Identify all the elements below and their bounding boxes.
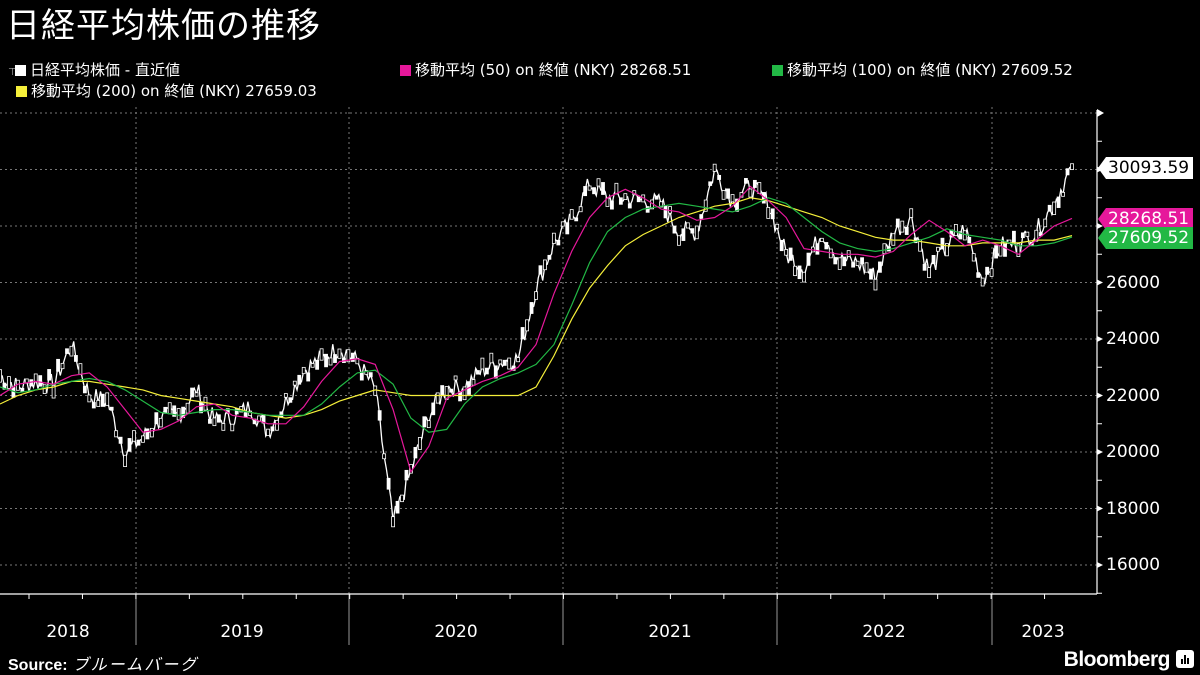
x-tick-label: 2021: [648, 622, 692, 642]
source-note: Source: ブルームバーグ: [8, 651, 198, 675]
source-value: ブルームバーグ: [72, 655, 199, 674]
y-tick-label: 16000: [1106, 555, 1161, 575]
ma50-tag: 28268.51: [1098, 208, 1194, 230]
bloomberg-chart-icon: [1176, 650, 1194, 668]
legend-label-ma100: 移動平均 (100) on 終値 (NKY) 27609.52: [787, 61, 1073, 79]
legend-label-price: 日経平均株価 - 直近値: [30, 61, 180, 79]
x-tick-label: 2020: [434, 622, 478, 642]
grid-lines: [0, 107, 1097, 645]
y-tick-label: 22000: [1106, 385, 1161, 406]
last-price-value: 30093.59: [1108, 158, 1190, 178]
legend-swatch-ma100: [772, 65, 783, 76]
legend-item-ma100: 移動平均 (100) on 終値 (NKY) 27609.52: [772, 59, 1073, 80]
x-tick-label: 2019: [220, 622, 264, 642]
x-tick-label: 2018: [46, 622, 90, 642]
legend-label-ma200: 移動平均 (200) on 終値 (NKY) 27659.03: [31, 82, 317, 100]
legend-swatch-ma50: [400, 65, 411, 76]
ma100-tag: 27609.52: [1098, 227, 1194, 249]
legend-swatch-ma200: [16, 86, 27, 97]
chart-title: 日経平均株価の推移: [6, 6, 321, 46]
legend-item-ma50: 移動平均 (50) on 終値 (NKY) 28268.51: [400, 59, 691, 80]
x-tick-label: 2022: [862, 622, 906, 642]
legend-item-ma200: 移動平均 (200) on 終値 (NKY) 27659.03: [16, 80, 317, 101]
pin-icon: ⊤: [8, 67, 17, 78]
x-tick-label: 2023: [1021, 622, 1065, 642]
source-label: Source:: [8, 657, 68, 674]
chart-axes: [0, 109, 1104, 645]
y-tick-label: 20000: [1106, 442, 1161, 462]
legend-label-ma50: 移動平均 (50) on 終値 (NKY) 28268.51: [415, 61, 692, 79]
ma100-value: 27609.52: [1108, 228, 1190, 248]
legend-item-price: ⊤ 日経平均株価 - 直近値: [8, 59, 180, 80]
bloomberg-logo: Bloomberg: [1063, 648, 1171, 671]
y-tick-label: 18000: [1106, 498, 1161, 519]
legend-swatch-price: [15, 65, 26, 76]
y-tick-label: 26000: [1106, 272, 1161, 293]
chart-series: [0, 163, 1074, 528]
y-tick-label: 24000: [1106, 329, 1161, 349]
ma50-value: 28268.51: [1108, 209, 1190, 229]
last-price-tag: 30093.59: [1098, 157, 1194, 179]
